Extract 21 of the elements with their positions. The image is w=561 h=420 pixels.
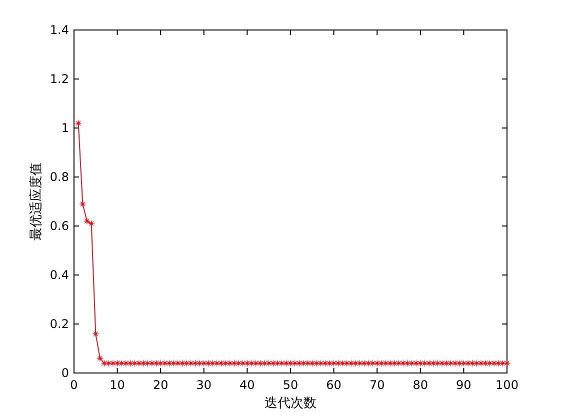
x-tick-label: 20 (152, 378, 168, 392)
x-tick-label: 0 (70, 378, 78, 392)
y-tick-label: 0 (61, 366, 69, 380)
x-tick-label: 30 (196, 378, 212, 392)
x-tick-label: 80 (412, 378, 428, 392)
x-tick-label: 50 (282, 378, 298, 392)
x-tick-label: 10 (110, 378, 125, 392)
y-tick-label: 1 (61, 121, 69, 135)
x-tick-label: 40 (240, 378, 255, 392)
y-axis-title: 最优适应度值 (28, 162, 44, 240)
y-tick-label: 1.4 (50, 23, 69, 37)
y-tick-label: 0.8 (50, 170, 69, 184)
y-tick-label: 1.2 (50, 72, 69, 86)
x-axis-title: 迭代次数 (264, 396, 316, 411)
x-tick-label: 100 (496, 378, 518, 392)
y-tick-label: 0.2 (50, 317, 69, 331)
y-tick-label: 0.4 (50, 268, 69, 282)
x-tick-label: 90 (456, 378, 472, 392)
x-tick-label: 70 (369, 378, 385, 392)
x-tick-label: 60 (326, 378, 342, 392)
y-tick-label: 0.6 (50, 219, 69, 233)
